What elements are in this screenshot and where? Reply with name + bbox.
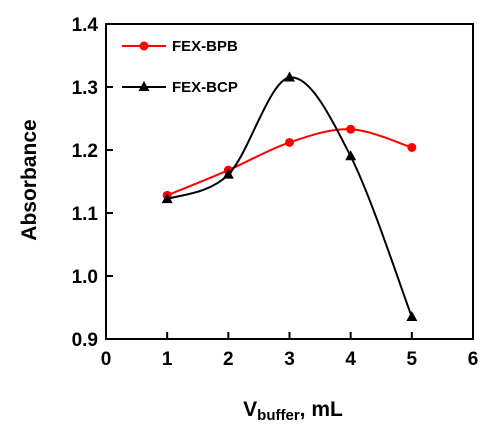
x-axis-label-main: V [243,398,257,421]
y-tick-label: 1.2 [72,141,98,162]
x-tick-label: 1 [162,349,173,370]
ticks-layer: 0.9 1.0 1.1 1.2 1.3 1.4 0 1 2 3 4 5 6 [72,15,479,370]
plot-frame [105,23,474,340]
y-axis-label: Absorbance [18,119,41,240]
x-tick-label: 0 [101,349,112,370]
data-point-fex-bpb [407,142,417,152]
legend-label-fex-bpb: FEX-BPB [172,38,238,55]
legend-label-fex-bcp: FEX-BCP [172,79,238,96]
data-point-fex-bcp [284,71,295,82]
legend-marker-fex-bpb [139,41,149,51]
data-point-fex-bcp [345,150,357,161]
series-layer [161,71,418,321]
y-tick-label: 1.0 [72,267,98,288]
data-point-fex-bpb [346,124,356,134]
x-tick-label: 6 [468,349,479,370]
y-tick-label: 1.4 [72,15,99,36]
x-axis-label-sub: buffer [257,407,300,424]
data-point-fex-bpb [285,137,294,147]
y-tick-label: 0.9 [72,330,98,351]
legend: FEX-BPB FEX-BCP [122,38,238,96]
x-tick-label: 2 [223,349,234,370]
legend-marker-fex-bcp [138,81,150,91]
x-axis-label: Vbuffer, mL [243,398,343,424]
y-tick-label: 1.1 [72,204,99,225]
data-point-fex-bcp [161,193,173,204]
x-tick-label: 5 [407,349,418,370]
series-line-fex-bcp [166,76,413,318]
data-point-fex-bcp [222,168,234,179]
x-axis-label-suffix: , mL [300,398,343,421]
y-tick-label: 1.3 [72,78,98,99]
data-point-fex-bcp [406,310,418,321]
x-tick-label: 4 [345,349,356,370]
x-tick-label: 3 [284,349,295,370]
